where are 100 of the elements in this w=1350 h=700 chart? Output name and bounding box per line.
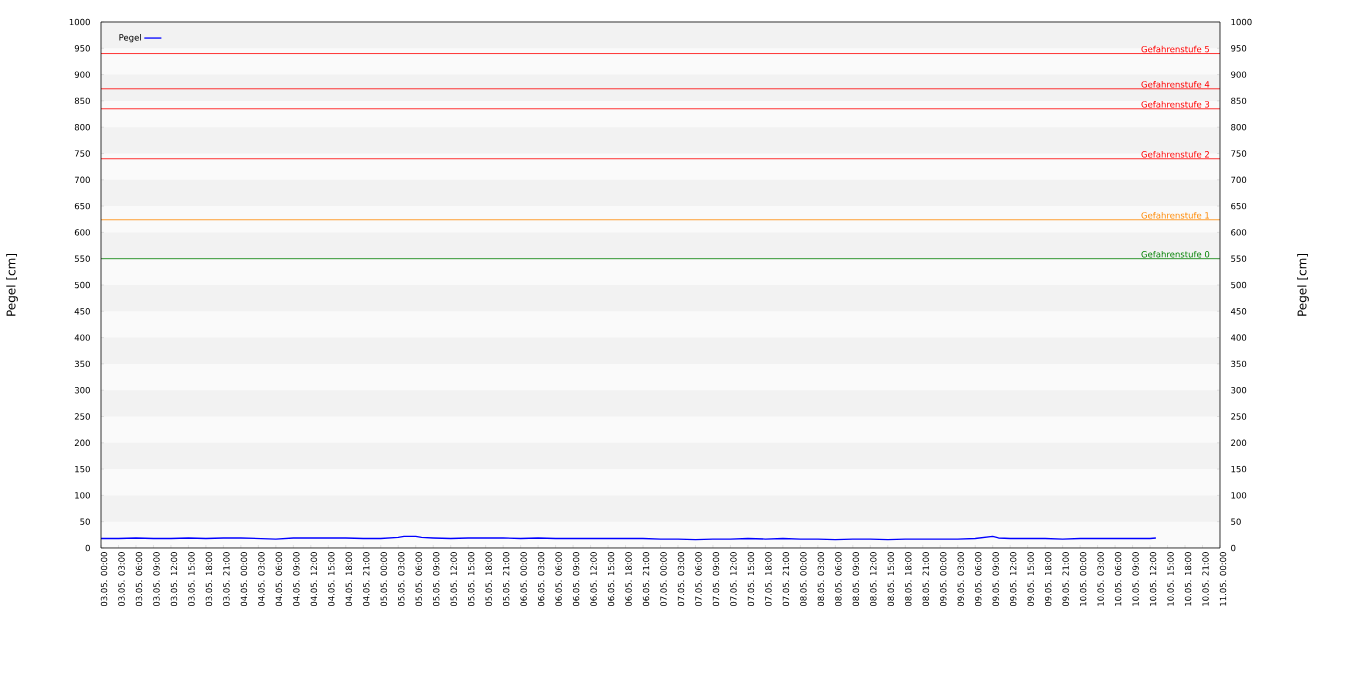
x-tick-label: 06.05. 06:00 — [555, 552, 562, 607]
ref-line-label: Gefahrenstufe 5 — [1141, 45, 1210, 53]
x-tick-label: 10.05. 03:00 — [1097, 552, 1104, 606]
x-tick-label: 06.05. 21:00 — [642, 552, 650, 607]
x-tick-label: 04.05. 21:00 — [363, 552, 370, 607]
x-tick-label: 07.05. 18:00 — [765, 552, 772, 607]
x-tick-label: 10.05. 06:00 — [1114, 552, 1122, 606]
y-tick-label: 400 — [74, 334, 90, 341]
y-tick-label: 200 — [74, 439, 90, 447]
x-tick-label: 10.05. 12:00 — [1149, 552, 1157, 606]
x-tick-label: 08.05. 15:00 — [887, 552, 895, 607]
y2-tick-label: 350 — [1231, 360, 1247, 368]
x-tick-label: 04.05. 18:00 — [345, 552, 353, 607]
y2-tick-label: 700 — [1231, 176, 1247, 184]
y2-tick-label: 50 — [1231, 518, 1241, 525]
x-tick-label: 09.05. 18:00 — [1044, 552, 1052, 607]
x-tick-label: 09.05. 09:00 — [992, 552, 999, 607]
x-tick-label: 06.05. 18:00 — [625, 552, 632, 607]
x-tick-label: 04.05. 00:00 — [240, 552, 248, 607]
y-tick-label: 850 — [74, 97, 90, 105]
y2-tick-label: 400 — [1230, 334, 1247, 341]
x-tick-label: 07.05. 03:00 — [677, 552, 685, 607]
x-tick-label: 06.05. 12:00 — [590, 552, 597, 607]
ref-line-label: Gefahrenstufe 1 — [1141, 211, 1210, 219]
x-tick-label: 04.05. 09:00 — [293, 552, 300, 607]
y2-tick-label: 200 — [1231, 439, 1247, 446]
y-tick-label: 150 — [75, 465, 90, 473]
x-tick-label: 07.05. 21:00 — [782, 552, 790, 607]
x-tick-label: 07.05. 00:00 — [660, 552, 667, 607]
y-tick-label: 600 — [74, 229, 90, 236]
x-tick-label: 04.05. 15:00 — [328, 552, 335, 607]
ref-line-label: Gefahrenstufe 0 — [1141, 250, 1210, 258]
y-tick-label: 650 — [74, 202, 90, 210]
y-tick-label: 0 — [85, 544, 90, 552]
x-tick-label: 07.05. 09:00 — [712, 552, 720, 607]
y-tick-label: 350 — [74, 360, 90, 368]
x-tick-label: 03.05. 12:00 — [170, 552, 178, 607]
x-tick-label: 10.05. 18:00 — [1184, 552, 1192, 606]
x-tick-label: 08.05. 00:00 — [800, 552, 807, 607]
x-tick-label: 03.05. 09:00 — [153, 552, 160, 607]
x-tick-label: 09.05. 03:00 — [957, 552, 964, 607]
x-tick-label: 10.05. 09:00 — [1132, 552, 1139, 606]
y-tick-label: 950 — [74, 45, 90, 52]
x-tick-label: 05.05. 03:00 — [398, 552, 405, 607]
x-tick-label: 09.05. 00:00 — [940, 552, 947, 607]
y-tick-label: 450 — [74, 308, 90, 315]
y-tick-label: 800 — [74, 123, 90, 131]
y-tick-label: 750 — [74, 150, 90, 157]
y2-tick-label: 800 — [1231, 123, 1247, 131]
x-tick-label: 08.05. 18:00 — [905, 552, 912, 607]
x-tick-label: 05.05. 18:00 — [485, 552, 492, 607]
x-tick-label: 08.05. 21:00 — [922, 552, 929, 607]
y2-tick-label: 1000 — [1231, 18, 1252, 26]
legend-label: Pegel — [119, 34, 141, 43]
y2-tick-label: 950 — [1231, 45, 1247, 52]
y2-tick-label: 900 — [1231, 71, 1247, 78]
y2-tick-label: 300 — [1231, 386, 1247, 394]
x-tick-label: 06.05. 03:00 — [537, 552, 545, 607]
y-tick-label: 900 — [74, 71, 90, 78]
y2-tick-label: 150 — [1231, 465, 1247, 473]
x-tick-label: 05.05. 00:00 — [380, 552, 387, 607]
x-tick-label: 03.05. 15:00 — [188, 552, 195, 607]
y2-tick-label: 750 — [1231, 150, 1247, 157]
x-tick-label: 08.05. 03:00 — [817, 552, 825, 607]
x-tick-label: 10.05. 00:00 — [1079, 552, 1087, 606]
y-tick-label: 500 — [74, 281, 90, 289]
x-tick-label: 10.05. 15:00 — [1167, 552, 1174, 606]
x-tick-label: 07.05. 06:00 — [695, 552, 702, 607]
x-tick-label: 03.05. 03:00 — [118, 552, 125, 607]
x-tick-label: 08.05. 09:00 — [852, 552, 860, 607]
y-tick-label: 50 — [80, 518, 90, 525]
x-tick-label: 09.05. 12:00 — [1009, 552, 1017, 607]
y2-axis-title: Pegel [cm] — [1297, 254, 1309, 316]
x-tick-label: 05.05. 12:00 — [450, 552, 457, 607]
x-tick-label: 06.05. 00:00 — [520, 552, 527, 607]
x-tick-label: 07.05. 15:00 — [747, 552, 755, 607]
y2-tick-label: 650 — [1231, 202, 1247, 210]
x-tick-label: 03.05. 06:00 — [135, 552, 143, 607]
x-tick-label: 09.05. 21:00 — [1062, 552, 1069, 607]
y2-tick-label: 550 — [1231, 255, 1247, 262]
y2-tick-label: 0 — [1231, 544, 1236, 552]
x-tick-label: 05.05. 21:00 — [502, 552, 510, 607]
x-tick-label: 04.05. 12:00 — [310, 552, 318, 607]
y-tick-label: 250 — [74, 413, 90, 420]
ref-line-label: Gefahrenstufe 3 — [1141, 101, 1210, 108]
x-tick-label: 08.05. 12:00 — [870, 552, 877, 607]
x-tick-label: 11.05. 00:00 — [1219, 552, 1227, 606]
y-tick-label: 1000 — [69, 18, 90, 26]
x-tick-label: 06.05. 09:00 — [572, 552, 580, 607]
y2-tick-label: 100 — [1231, 492, 1247, 499]
ref-line-label: Gefahrenstufe 4 — [1141, 81, 1210, 88]
x-tick-label: 08.05. 06:00 — [835, 552, 842, 607]
x-tick-label: 04.05. 03:00 — [258, 552, 265, 607]
x-tick-label: 05.05. 09:00 — [433, 552, 440, 607]
y2-tick-label: 500 — [1231, 281, 1247, 289]
x-tick-label: 05.05. 06:00 — [415, 552, 422, 607]
x-tick-label: 09.05. 15:00 — [1027, 552, 1034, 607]
x-tick-label: 07.05. 12:00 — [730, 552, 737, 607]
y-tick-label: 550 — [74, 255, 90, 262]
x-tick-label: 10.05. 21:00 — [1202, 552, 1209, 606]
